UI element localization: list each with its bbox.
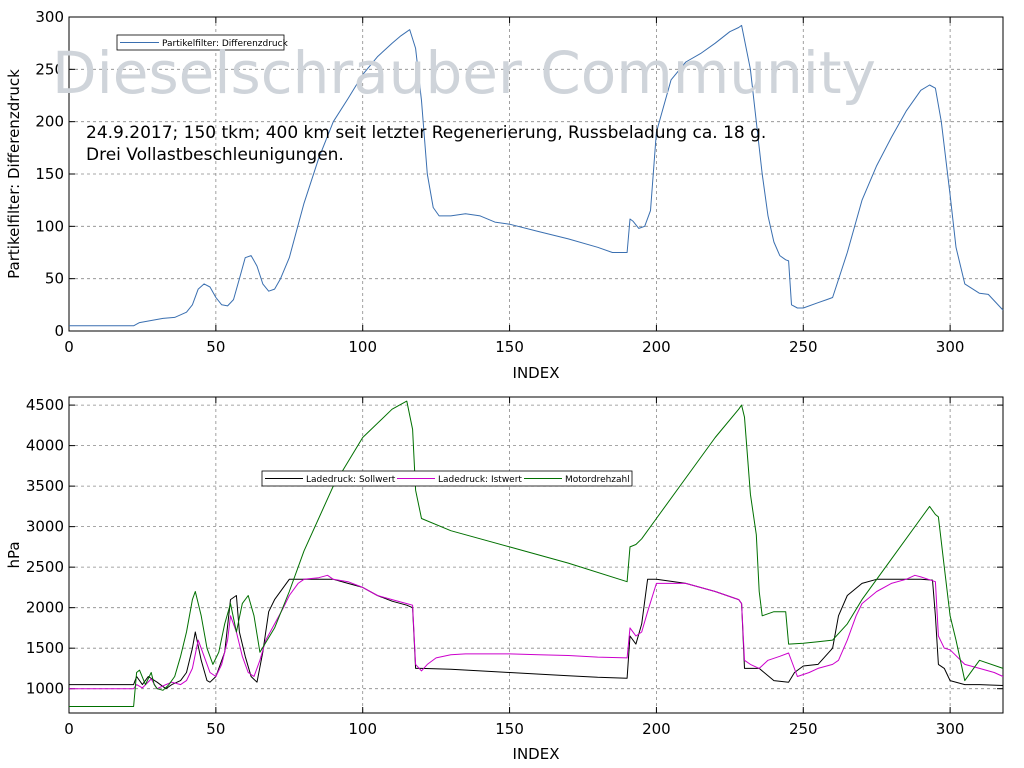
top-ytick-label: 300 <box>35 8 64 26</box>
bottom-xtick-label: 0 <box>64 720 74 738</box>
bottom-plot-xlabel: INDEX <box>513 745 560 763</box>
bottom-ytick-label: 3000 <box>26 518 64 536</box>
top-plot-series <box>69 24 1004 327</box>
top-xtick-label: 0 <box>64 338 74 356</box>
top-plot-xlabel: INDEX <box>513 364 560 382</box>
top-plot-legend: Partikelfilter: Differenzdruck <box>116 34 289 51</box>
top-plot: 0 50 100 150 200 250 300 0 50 100 150 200 250 300 IND… <box>5 8 1004 382</box>
bottom-ytick-label: 2500 <box>26 558 64 576</box>
bottom-ytick-label: 3500 <box>26 477 64 495</box>
bottom-ytick-label: 4500 <box>26 396 64 414</box>
bottom-plot-ylabel: hPa <box>5 541 23 568</box>
bottom-series-line-1 <box>69 574 1004 690</box>
top-series-line-0 <box>69 24 1004 327</box>
bottom-plot-legend: Ladedruck: Sollwert Ladedruck: Istwert M… <box>261 470 633 487</box>
bottom-series-line-0 <box>69 578 1004 690</box>
bottom-plot-grid <box>69 397 1003 713</box>
annotation-line-1: 24.9.2017; 150 tkm; 400 km seit letzter … <box>86 123 766 143</box>
top-ytick-label: 50 <box>45 270 64 288</box>
bottom-plot-ticks: 0 50 100 150 200 250 300 1000 1500 2000 2500 3000 35… <box>26 396 1003 738</box>
bottom-legend-label-drehzahl: Motordrehzahl <box>565 475 630 485</box>
bottom-xtick-label: 250 <box>789 720 818 738</box>
top-xtick-label: 250 <box>789 338 818 356</box>
bottom-plot-frame <box>68 396 1004 714</box>
top-ytick-label: 100 <box>35 217 64 235</box>
bottom-ytick-label: 4000 <box>26 437 64 455</box>
top-ytick-label: 0 <box>54 322 64 340</box>
top-legend-label: Partikelfilter: Differenzdruck <box>162 39 289 49</box>
bottom-series-line-2 <box>69 400 1004 707</box>
top-ytick-label: 250 <box>35 60 64 78</box>
annotation-line-2: Drei Vollastbeschleunigungen. <box>86 145 344 165</box>
top-xtick-label: 200 <box>642 338 671 356</box>
top-xtick-label: 50 <box>206 338 225 356</box>
bottom-xtick-label: 300 <box>936 720 965 738</box>
bottom-xtick-label: 200 <box>642 720 671 738</box>
bottom-legend-label-soll: Ladedruck: Sollwert <box>306 475 396 485</box>
bottom-xtick-label: 100 <box>348 720 377 738</box>
top-legend-box <box>116 34 285 51</box>
bottom-xtick-label: 150 <box>495 720 524 738</box>
bottom-ytick-label: 1000 <box>26 680 64 698</box>
top-plot-ticks: 0 50 100 150 200 250 300 0 50 100 150 200 250 300 <box>35 8 1003 356</box>
bottom-ytick-label: 1500 <box>26 639 64 657</box>
top-xtick-label: 100 <box>348 338 377 356</box>
watermark: Dieselschrauber Community <box>52 39 876 107</box>
top-xtick-label: 300 <box>936 338 965 356</box>
top-xtick-label: 150 <box>495 338 524 356</box>
top-plot-ylabel: Partikelfilter: Differenzdruck <box>5 69 23 279</box>
bottom-legend-box <box>261 470 633 487</box>
top-ytick-label: 200 <box>35 113 64 131</box>
bottom-plot: 0 50 100 150 200 250 300 1000 1500 2000 2500 3000 35… <box>5 396 1004 763</box>
bottom-ytick-label: 2000 <box>26 599 64 617</box>
bottom-plot-series <box>69 400 1004 707</box>
bottom-legend-label-ist: Ladedruck: Istwert <box>438 475 522 485</box>
bottom-xtick-label: 50 <box>206 720 225 738</box>
top-plot-grid <box>69 17 1003 331</box>
top-ytick-label: 150 <box>35 165 64 183</box>
